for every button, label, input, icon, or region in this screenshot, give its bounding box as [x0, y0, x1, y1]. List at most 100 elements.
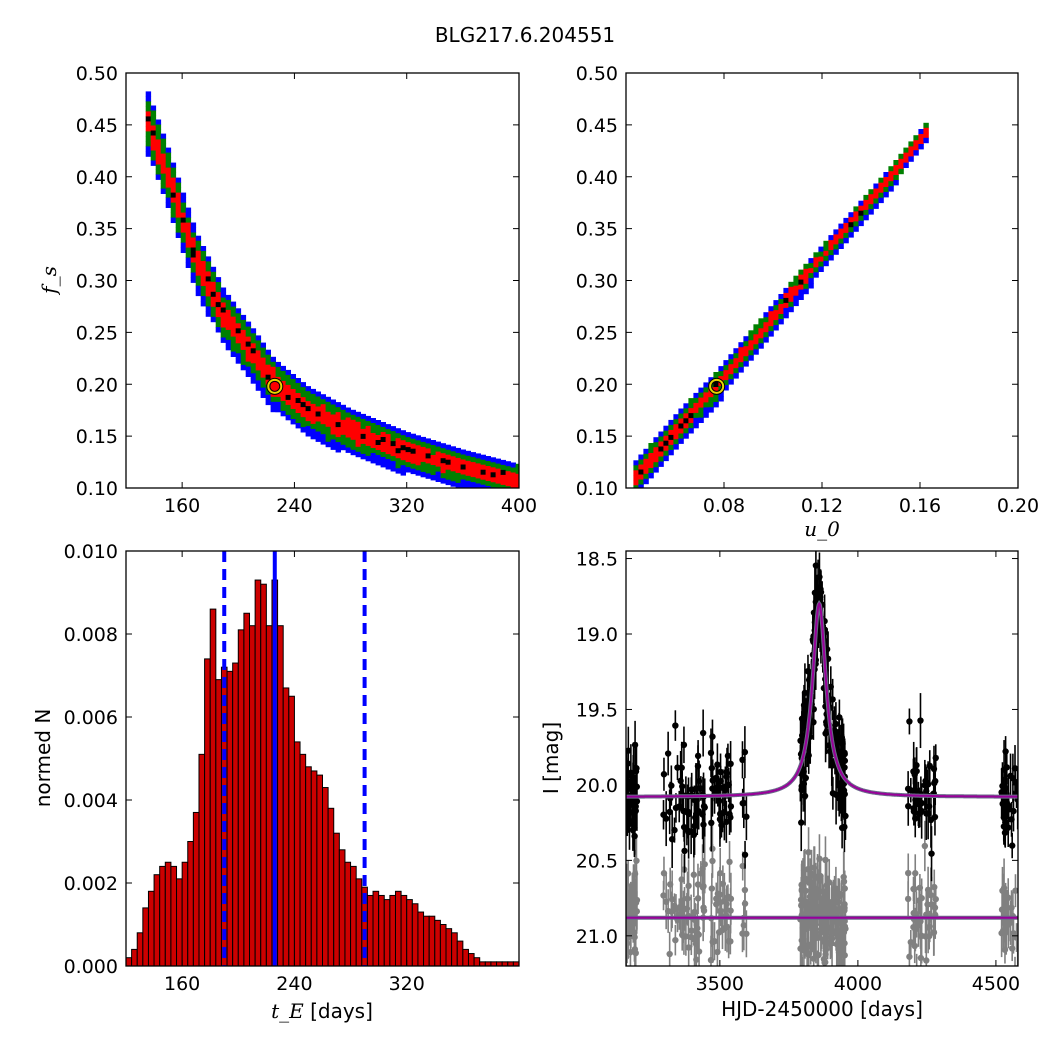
heatmap-cell — [185, 252, 192, 258]
heatmap-cell — [733, 373, 739, 379]
heatmap-cell — [325, 396, 331, 403]
heatmap-cell — [668, 424, 674, 431]
heatmap-cell — [250, 338, 257, 344]
heatmap-cell — [150, 145, 157, 151]
residual-point — [722, 924, 729, 931]
heatmap-cell — [255, 375, 262, 381]
heatmap-cell — [165, 182, 172, 188]
y-tick-label: 0.008 — [64, 624, 118, 646]
heatmap-cell — [190, 267, 197, 273]
heatmap-cell — [708, 407, 714, 413]
x-tick-label: 240 — [276, 495, 312, 517]
residual-point — [906, 953, 913, 960]
heatmap-cell — [145, 101, 152, 107]
heatmap-cell — [375, 445, 381, 451]
y-tick-label: 0.15 — [76, 426, 118, 448]
heatmap-cell — [516, 489, 521, 494]
y-tick-label: 0.50 — [576, 63, 618, 85]
heatmap-cell — [435, 471, 441, 477]
heatmap-cell — [290, 419, 296, 425]
data-point — [905, 802, 912, 810]
heatmap-cell — [753, 349, 759, 355]
heatmap-cell — [410, 468, 416, 475]
heatmap-cell — [495, 478, 501, 484]
heatmap-cell — [150, 135, 157, 141]
heatmap-cell — [495, 483, 501, 488]
heatmap-cell — [435, 451, 441, 457]
histogram-bar — [394, 890, 402, 967]
heatmap-cell — [185, 207, 192, 213]
heatmap-cell — [210, 271, 217, 278]
heatmap-cell — [250, 343, 257, 349]
heatmap-cell — [335, 447, 341, 453]
residual-point — [822, 856, 829, 864]
heatmap-cell — [215, 312, 222, 318]
heatmap-cell — [145, 116, 152, 122]
heatmap-cell — [330, 419, 336, 425]
data-point — [743, 813, 750, 820]
heatmap-cell — [190, 237, 197, 243]
heatmap-cell — [155, 119, 162, 125]
histogram-bar — [215, 679, 222, 967]
heatmap-cell — [883, 182, 889, 188]
heatmap-cell — [190, 252, 197, 258]
heatmap-cell — [205, 281, 212, 287]
heatmap-cell — [505, 486, 511, 488]
heatmap-cell — [863, 204, 869, 211]
heatmap-cell — [698, 392, 704, 398]
data-point — [713, 774, 720, 781]
heatmap-cell — [155, 169, 162, 175]
heatmap-cell — [360, 443, 366, 450]
heatmap-cell — [265, 369, 271, 376]
heatmap-cell — [385, 434, 391, 440]
heatmap-cell — [160, 158, 167, 164]
heatmap-cell — [330, 429, 336, 435]
heatmap-cell — [510, 472, 516, 478]
heatmap-cell — [475, 483, 481, 488]
histogram-bar — [338, 849, 346, 967]
heatmap-cell — [878, 192, 884, 199]
heatmap-cell — [145, 126, 152, 132]
residual-point — [804, 866, 812, 873]
residual-point — [660, 870, 668, 877]
heatmap-cell — [648, 453, 654, 459]
heatmap-cell — [315, 401, 321, 407]
heatmap-cell — [185, 217, 192, 223]
heatmap-cell — [818, 246, 824, 252]
heatmap-cell — [195, 275, 202, 282]
heatmap-cell — [255, 380, 262, 386]
data-point — [687, 828, 695, 835]
heatmap-cell — [370, 443, 376, 449]
residual-point — [905, 869, 912, 877]
heatmap-cell — [658, 456, 664, 462]
heatmap-cell — [848, 232, 854, 238]
heatmap-cell — [290, 389, 296, 395]
residual-point — [803, 948, 811, 956]
heatmap-cell — [400, 465, 406, 471]
residual-point — [633, 896, 641, 904]
heatmap-cell — [688, 403, 694, 409]
heatmap-cell — [180, 237, 187, 243]
heatmap-cell — [768, 321, 774, 327]
heatmap-cell — [395, 428, 401, 434]
y-tick-label: 0.002 — [64, 873, 118, 895]
data-point — [838, 792, 845, 799]
data-point — [812, 562, 820, 569]
heatmap-cell — [305, 386, 311, 392]
heatmap-cell — [260, 382, 266, 388]
heatmap-cell — [245, 371, 252, 377]
x-tick-label: 320 — [389, 495, 425, 517]
heatmap-cell — [868, 204, 874, 210]
heatmap-cell — [440, 458, 446, 464]
heatmap-cell — [215, 287, 222, 293]
heatmap-cell — [425, 458, 431, 464]
heatmap-cell — [360, 428, 366, 435]
heatmap-cell — [315, 416, 321, 422]
heatmap-cell — [320, 399, 326, 405]
heatmap-cell — [245, 326, 252, 332]
heatmap-cell — [285, 394, 291, 401]
data-point — [672, 722, 679, 729]
heatmap-cell — [495, 468, 501, 474]
heatmap-cell — [155, 174, 162, 180]
heatmap-cell — [315, 396, 321, 402]
